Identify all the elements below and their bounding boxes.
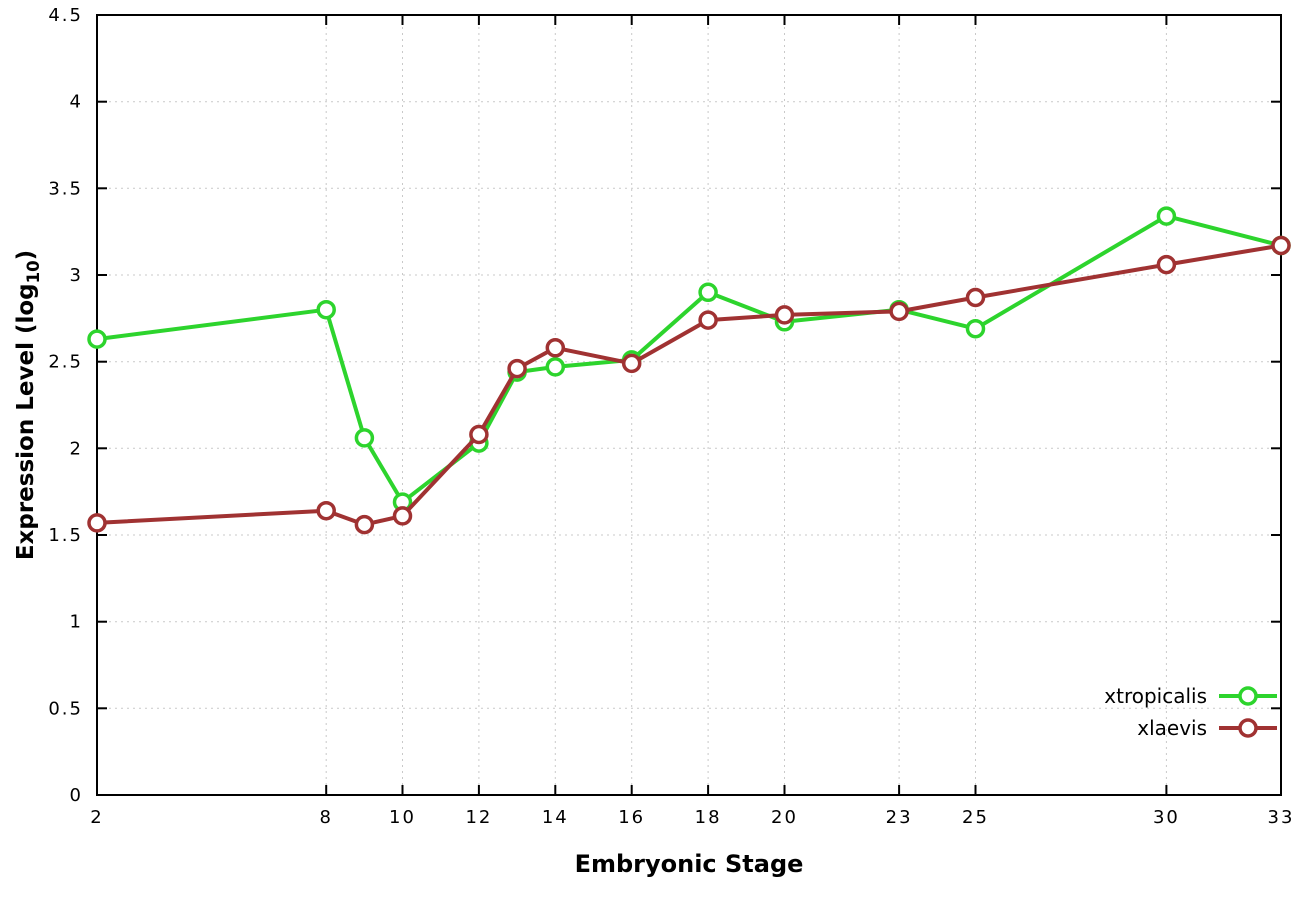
svg-text:3.5: 3.5 <box>48 178 83 199</box>
legend: xtropicalis xlaevis <box>1104 686 1279 738</box>
legend-sample <box>1217 718 1279 738</box>
svg-text:16: 16 <box>618 807 645 828</box>
svg-text:23: 23 <box>886 807 913 828</box>
svg-text:4: 4 <box>70 92 83 113</box>
svg-text:14: 14 <box>542 807 569 828</box>
svg-text:20: 20 <box>771 807 798 828</box>
svg-text:30: 30 <box>1153 807 1180 828</box>
svg-text:4.5: 4.5 <box>48 5 83 26</box>
y-axis-label-close: ) <box>13 249 40 261</box>
legend-label-xtropicalis: xtropicalis <box>1104 684 1207 708</box>
legend-label-xlaevis: xlaevis <box>1137 716 1207 740</box>
svg-text:18: 18 <box>695 807 722 828</box>
svg-text:10: 10 <box>389 807 416 828</box>
svg-text:12: 12 <box>465 807 492 828</box>
svg-text:3: 3 <box>70 265 83 286</box>
svg-text:2: 2 <box>90 807 103 828</box>
svg-text:2: 2 <box>70 438 83 459</box>
y-axis-label: Expression Level (log10) <box>13 250 43 560</box>
svg-text:8: 8 <box>319 807 332 828</box>
legend-item: xlaevis <box>1137 718 1279 738</box>
x-axis-label: Embryonic Stage <box>574 850 804 878</box>
y-axis-label-subscript: 10 <box>23 260 43 284</box>
svg-text:2.5: 2.5 <box>48 352 83 373</box>
svg-text:1: 1 <box>70 612 83 633</box>
svg-text:33: 33 <box>1268 807 1295 828</box>
svg-text:0: 0 <box>70 785 83 806</box>
svg-text:25: 25 <box>962 807 989 828</box>
legend-item: xtropicalis <box>1104 686 1279 706</box>
svg-text:0.5: 0.5 <box>48 698 83 719</box>
legend-sample <box>1217 686 1279 706</box>
y-axis-label-text: Expression Level (log <box>13 283 40 561</box>
svg-text:1.5: 1.5 <box>48 525 83 546</box>
